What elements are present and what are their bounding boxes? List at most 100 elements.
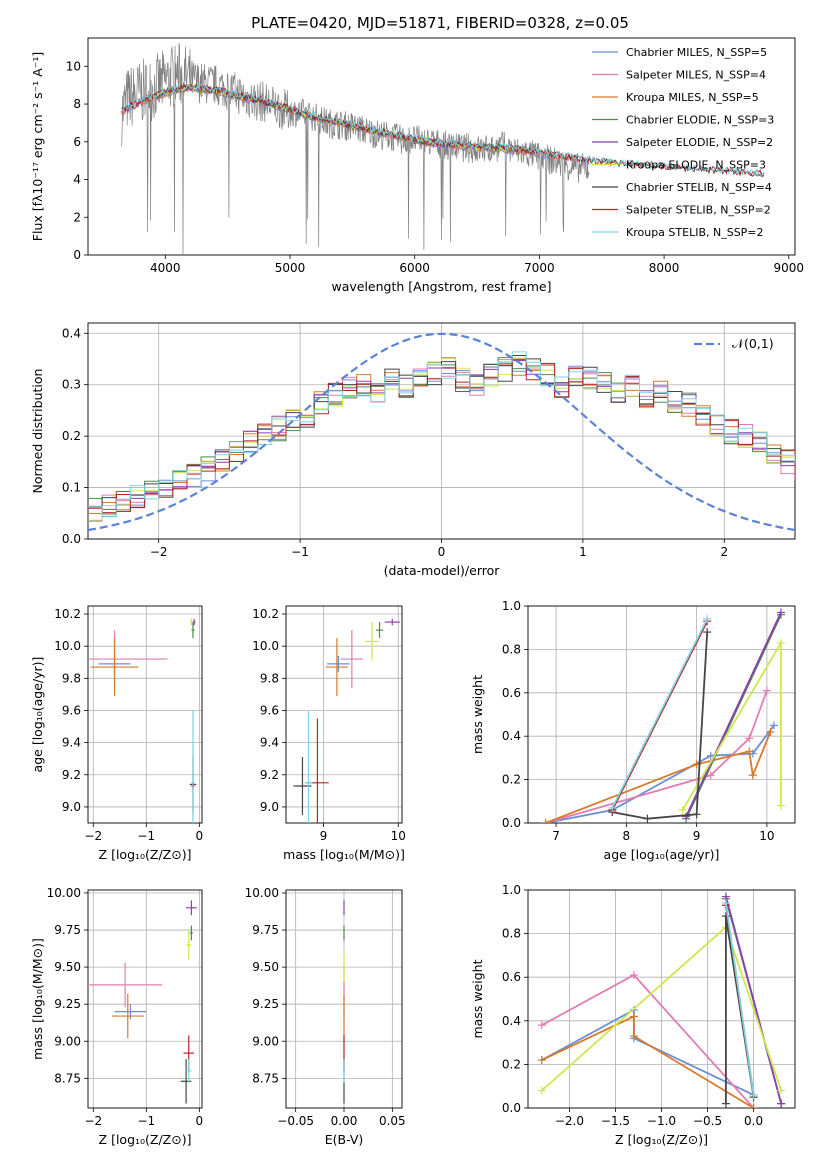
axes-frame xyxy=(285,605,403,824)
y-tick-label: 0.2 xyxy=(502,1057,521,1071)
y-tick-label: 0.3 xyxy=(62,378,81,392)
age-vs-Z-panel: −2 −1 0 9.0 9.2 9.4 9.6 9.8 10.0 10.2 Z [log₁₀(Z/Z… xyxy=(30,605,203,862)
axes-frame xyxy=(527,889,796,1109)
y-tick-label: 10.0 xyxy=(54,639,81,653)
y-tick-label: 10.2 xyxy=(54,607,81,621)
x-axis-label: Z [log₁₀(Z/Z⊙)] xyxy=(615,1132,708,1147)
weight-marker xyxy=(745,747,754,756)
plot-layer: 4000 5000 6000 7000 8000 90000246810wavelengt… xyxy=(30,37,804,1147)
y-tick-label: 10 xyxy=(66,59,81,73)
y-tick-label: 9.2 xyxy=(62,768,81,782)
y-tick-label: 0.6 xyxy=(502,686,521,700)
x-tick-label: 0.05 xyxy=(379,1114,406,1128)
y-tick-label: 9.8 xyxy=(62,671,81,685)
x-axis-label: mass [log₁₀(M/M⊙)] xyxy=(283,847,405,862)
y-tick-label: 0.8 xyxy=(502,927,521,941)
y-tick-label: 9.75 xyxy=(54,923,81,937)
weight-marker xyxy=(629,971,638,980)
y-tick-label: 8.75 xyxy=(54,1071,81,1085)
y-tick-label: 10.00 xyxy=(47,886,81,900)
residual-plot-area xyxy=(88,332,795,532)
y-tick-label: 9.00 xyxy=(252,1034,279,1048)
weight-line-6 xyxy=(681,639,782,811)
weight-line-4 xyxy=(685,614,782,820)
y-tick-label: 9.4 xyxy=(260,736,279,750)
x-axis-label: wavelength [Angstrom, rest frame] xyxy=(331,279,551,294)
weight-marker xyxy=(745,734,754,743)
histogram-9 xyxy=(88,351,795,518)
y-tick-label: 10.0 xyxy=(252,639,279,653)
weight-marker xyxy=(721,899,730,908)
x-tick-label: −0.5 xyxy=(693,1114,722,1128)
weight-marker xyxy=(776,801,785,810)
weight-marker xyxy=(762,686,771,695)
weight-line-1 xyxy=(541,1008,754,1096)
legend-label-2: Salpeter MILES, N_SSP=4 xyxy=(626,69,766,82)
axes-frame xyxy=(87,889,203,1109)
y-tick-label: 9.4 xyxy=(62,736,81,750)
x-tick-label: 1 xyxy=(579,545,587,559)
y-tick-label: 0.4 xyxy=(502,1014,521,1028)
y-tick-label: 0.0 xyxy=(502,816,521,830)
y-axis-label: Normed distribution xyxy=(30,369,45,494)
weight-line-7 xyxy=(725,916,755,1104)
y-tick-label: 4 xyxy=(73,173,81,187)
mass-vs-ebv-panel: −0.05 0.00 0.05 8.75 9.00 9.25 9.50 9.75 10.00 E(… xyxy=(245,886,406,1147)
legend-label-1: Chabrier MILES, N_SSP=5 xyxy=(626,46,767,59)
x-tick-label: −1.0 xyxy=(647,1114,676,1128)
y-axis-label: Flux [fλ10⁻¹⁷ erg cm⁻² s⁻¹ A⁻¹] xyxy=(30,52,45,241)
y-tick-label: 6 xyxy=(73,135,81,149)
massweight-vs-Z-panel: −2.0 −1.5 −1.0 −0.5 0.0 0.0 0.2 0.4 0.6 0.8 1.0 Z [… xyxy=(470,883,796,1147)
x-tick-label: −2 xyxy=(84,829,102,843)
weight-marker xyxy=(749,1090,758,1099)
age-vs-mass-plot-area xyxy=(293,618,400,823)
massweight-vs-age-panel: 7 8 9 10 0.0 0.2 0.4 0.6 0.8 1.0 age [log₁₀(age/yr… xyxy=(470,599,796,862)
x-tick-label: 5000 xyxy=(275,261,306,275)
x-tick-label: 9 xyxy=(320,829,328,843)
y-tick-label: 0.0 xyxy=(502,1101,521,1115)
x-tick-label: 0.0 xyxy=(744,1114,763,1128)
figure-title: PLATE=0420, MJD=51871, FIBERID=0328, z=0… xyxy=(251,14,629,32)
gaussian-curve xyxy=(88,332,795,532)
y-tick-label: 0.8 xyxy=(502,642,521,656)
legend-label-4: Chabrier ELODIE, N_SSP=3 xyxy=(626,114,774,127)
weight-marker xyxy=(629,1032,638,1041)
histogram-5 xyxy=(88,360,795,522)
x-tick-label: −0.05 xyxy=(277,1114,314,1128)
x-axis-label: Z [log₁₀(Z/Z⊙)] xyxy=(99,1132,192,1147)
legend-label-gaussian: 𝒩(0,1) xyxy=(732,336,774,351)
legend-label-9: Kroupa STELIB, N_SSP=2 xyxy=(626,226,764,239)
y-tick-label: 9.2 xyxy=(260,768,279,782)
mass-vs-Z-plot-area xyxy=(88,900,197,1104)
y-tick-label: 1.0 xyxy=(502,883,521,897)
model-line-9 xyxy=(121,83,764,178)
y-tick-label: 0.4 xyxy=(502,729,521,743)
x-tick-label: 9 xyxy=(693,829,701,843)
weight-line-5 xyxy=(725,896,783,1104)
y-tick-label: 8 xyxy=(73,97,81,111)
weight-marker xyxy=(643,814,652,823)
spectrum-plot-area xyxy=(121,42,765,255)
massweight-vs-age-plot-area xyxy=(541,608,785,823)
weight-line-9 xyxy=(611,618,709,809)
weight-marker xyxy=(769,721,778,730)
x-tick-label: 0 xyxy=(438,545,446,559)
x-tick-label: −2.0 xyxy=(555,1114,584,1128)
x-tick-label: −2 xyxy=(150,545,168,559)
x-tick-label: 0 xyxy=(196,1114,204,1128)
model-line-6 xyxy=(152,83,515,153)
x-tick-label: −1.5 xyxy=(601,1114,630,1128)
y-tick-label: 8.75 xyxy=(252,1071,279,1085)
x-tick-label: 4000 xyxy=(150,261,181,275)
weight-marker xyxy=(721,1099,730,1108)
weight-marker xyxy=(537,1086,546,1095)
weight-line-7 xyxy=(612,631,709,820)
weight-marker xyxy=(766,727,775,736)
y-tick-label: 0.6 xyxy=(502,970,521,984)
histogram-8 xyxy=(88,358,795,514)
x-axis-label: E(B-V) xyxy=(325,1132,364,1147)
x-axis-label: age [log₁₀(age/yr)] xyxy=(604,847,720,862)
y-axis-label: mass [log₁₀(M/M⊙)] xyxy=(30,938,45,1060)
y-tick-label: 0.2 xyxy=(502,773,521,787)
y-tick-label: 1.0 xyxy=(502,599,521,613)
